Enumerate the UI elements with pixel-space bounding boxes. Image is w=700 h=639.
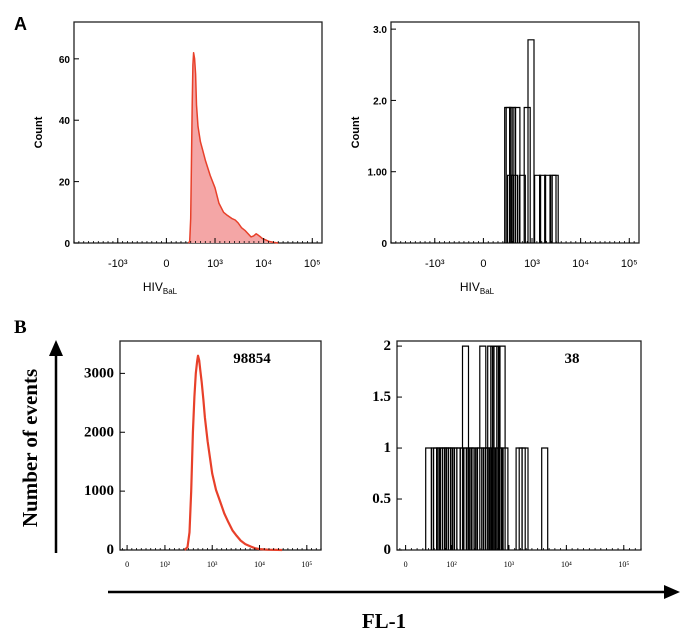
- y-tick-label: 0: [381, 239, 387, 250]
- y-tick-label: 2.0: [373, 96, 387, 107]
- histogram-spike: [551, 174, 559, 243]
- y-tick-label: 40: [59, 116, 71, 127]
- y-tick-label: 0: [64, 239, 70, 250]
- histogram-spike: [523, 106, 531, 243]
- histogram-spike: [521, 447, 529, 550]
- chart-a1-histogram-red: -10³ 0 10³ 10⁴ 10⁵ 0 20 40 60 Count HIVBaL: [33, 21, 323, 296]
- x-axis-arrowhead: [664, 585, 680, 599]
- x-tick-label: -10³: [425, 258, 445, 270]
- chart-b2-histogram-black: 0 10² 10³ 10⁴ 10⁵ 0 0.5 1 1.5 2 38: [372, 338, 642, 569]
- y-tick-label: 1: [384, 440, 392, 456]
- x-axis-title-main: HIV: [143, 280, 163, 294]
- x-tick-label: 10⁵: [621, 258, 638, 270]
- x-axis-title-subscript: BaL: [163, 287, 178, 296]
- common-x-axis: FL-1: [108, 585, 680, 633]
- histogram-spike: [527, 39, 535, 243]
- histogram-line: [183, 354, 283, 552]
- y-tick-label: 0.5: [372, 491, 391, 507]
- x-tick-label: 10³: [207, 258, 223, 270]
- y-tick-label: 2000: [84, 424, 114, 440]
- histogram-spike: [481, 447, 489, 550]
- x-tick-label: 10³: [524, 258, 540, 270]
- x-tick-label: 0: [163, 258, 169, 270]
- histogram-spike: [501, 447, 509, 550]
- x-tick-label: 10⁴: [254, 560, 265, 569]
- x-tick-label: 10⁴: [572, 258, 589, 270]
- histogram-line: [187, 51, 279, 244]
- histogram-area-fill: [188, 52, 279, 244]
- common-y-axis: Number of events: [18, 340, 63, 553]
- y-axis-arrowhead: [49, 340, 63, 356]
- histogram-spike: [541, 447, 549, 550]
- plot-frame: [119, 340, 322, 551]
- x-axis-title: HIVBaL: [143, 280, 178, 296]
- x-tick-label: 10⁵: [301, 560, 312, 569]
- x-tick-label: -10³: [108, 258, 128, 270]
- y-tick-label: 1000: [84, 483, 114, 499]
- x-axis-title-subscript: BaL: [480, 287, 495, 296]
- x-axis-title-main: HIV: [460, 280, 480, 294]
- histogram-spike: [544, 174, 552, 243]
- event-count-annotation: 38: [565, 351, 580, 367]
- histogram-spike: [534, 174, 542, 243]
- x-tick-label: 10⁵: [618, 560, 629, 569]
- chart-b1-histogram-red: 0 10² 10³ 10⁴ 10⁵ 0 1000 2000 3000 98854: [84, 340, 322, 569]
- y-tick-label: 2: [384, 338, 392, 354]
- x-axis-title: HIVBaL: [460, 280, 495, 296]
- histogram-spike: [518, 174, 526, 243]
- y-axis-title: Count: [350, 116, 362, 148]
- panel-label-a: A: [14, 14, 27, 34]
- x-tick-label: 10²: [446, 560, 457, 569]
- y-axis-label: Number of events: [18, 369, 42, 527]
- histogram-spike: [539, 174, 547, 243]
- y-tick-label: 60: [59, 55, 71, 66]
- y-tick-label: 20: [59, 178, 71, 189]
- y-tick-label: 1.5: [372, 389, 391, 405]
- x-tick-label: 10⁵: [304, 258, 321, 270]
- y-tick-label: 0: [107, 542, 115, 558]
- panel-label-b: B: [14, 317, 27, 338]
- x-axis-label: FL-1: [362, 609, 406, 633]
- x-tick-label: 0: [480, 258, 486, 270]
- x-tick-label: 10⁴: [255, 258, 272, 270]
- y-tick-label: 3000: [84, 365, 114, 381]
- histogram-spike: [445, 447, 454, 550]
- y-axis-title: Count: [33, 116, 45, 148]
- histogram-spike: [484, 447, 493, 550]
- x-tick-label: 10³: [504, 560, 515, 569]
- event-count-annotation: 98854: [233, 351, 271, 367]
- x-tick-label: 0: [404, 560, 408, 569]
- x-tick-label: 10⁴: [561, 560, 572, 569]
- x-tick-label: 10²: [160, 560, 171, 569]
- x-tick-label: 10³: [207, 560, 218, 569]
- y-tick-label: 0: [384, 542, 392, 558]
- chart-a2-histogram-black: -10³ 0 10³ 10⁴ 10⁵ 0 1.00 2.0 3.0 Count HIVBaL: [350, 21, 640, 296]
- histogram-spike: [476, 447, 485, 550]
- x-tick-label: 0: [125, 560, 129, 569]
- histogram-spike: [496, 447, 504, 550]
- y-tick-label: 3.0: [373, 25, 387, 36]
- y-tick-label: 1.00: [368, 168, 388, 179]
